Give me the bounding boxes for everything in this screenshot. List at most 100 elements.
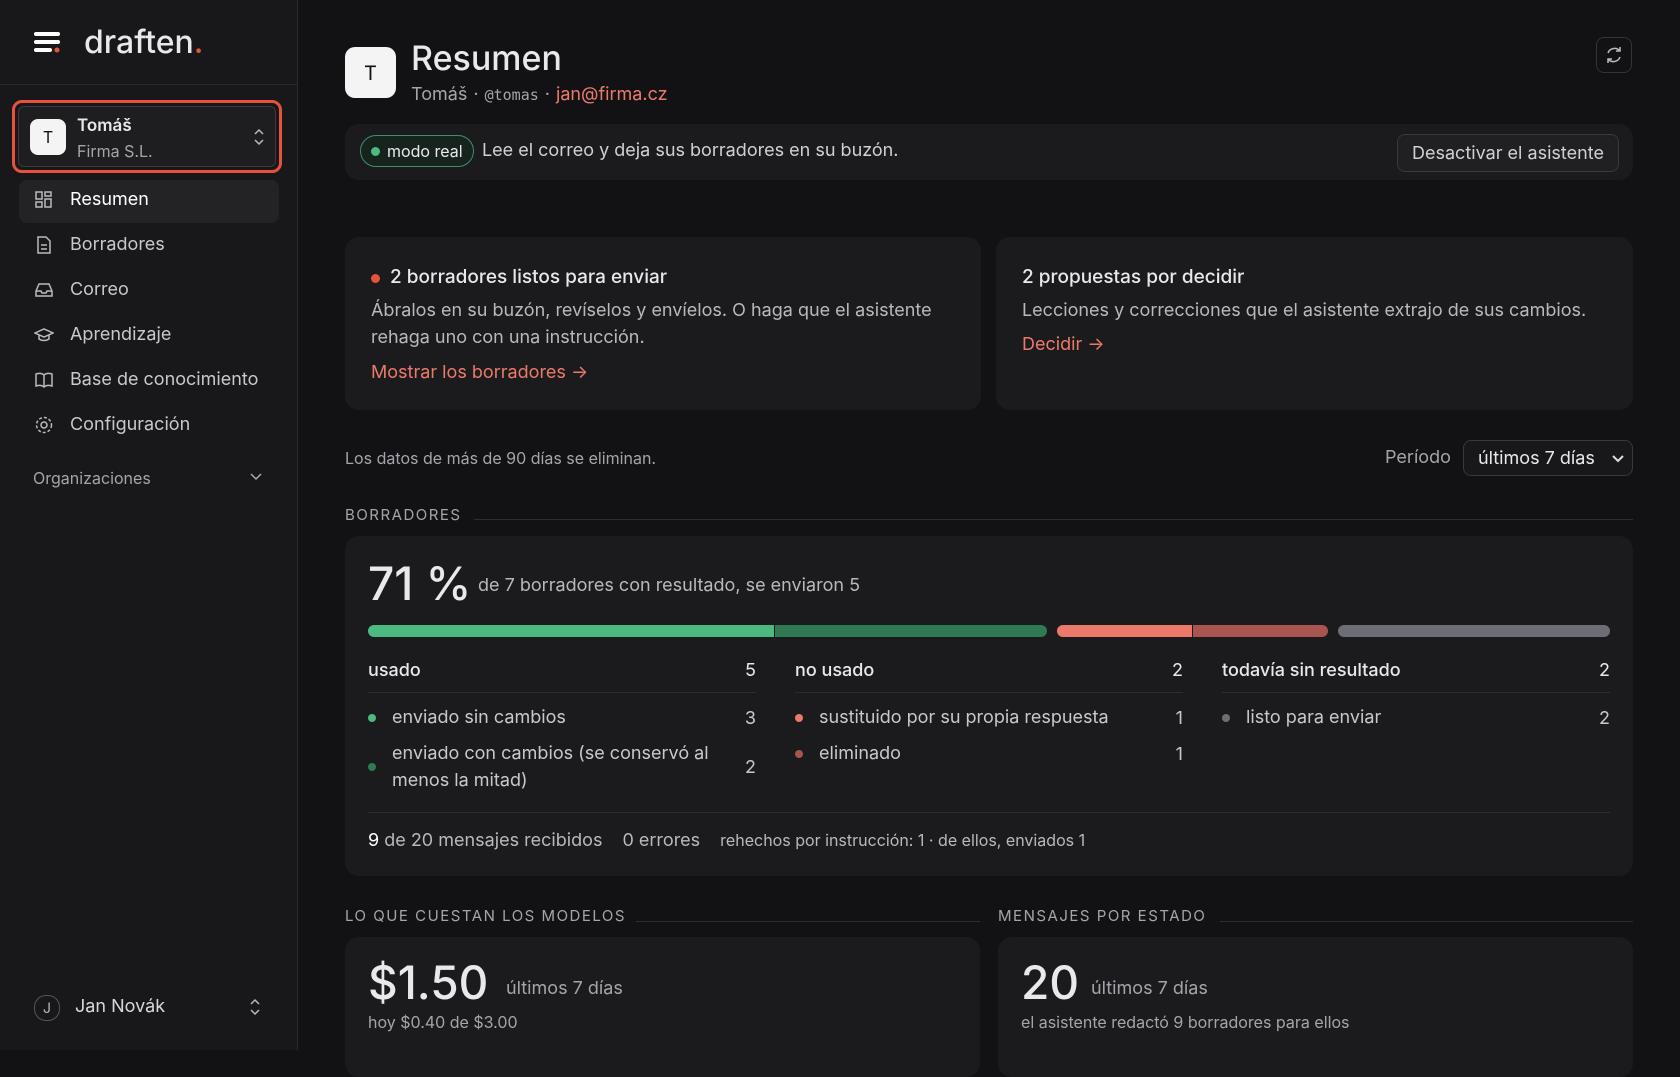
chevrons	[250, 998, 260, 1016]
section-line	[1220, 921, 1633, 922]
header-subtitle: Tomáš · @tomas · jan@firma.cz	[411, 84, 668, 105]
section-title: LO QUE CUESTAN LOS MODELOS	[345, 906, 627, 925]
item-dot	[368, 713, 376, 722]
errors: 0 errores	[622, 830, 701, 851]
refresh-button[interactable]	[1596, 37, 1632, 73]
user-avatar: J	[34, 995, 60, 1021]
account-avatar: T	[30, 119, 66, 155]
progress-segment	[368, 625, 775, 637]
group-total: 5	[745, 660, 756, 681]
group-total: 2	[1172, 660, 1183, 681]
sidebar: draften. T Tomáš Firma S.L. Resumen Borra…	[0, 0, 298, 1050]
header-name: Tomáš	[411, 84, 468, 105]
section-title: BORRADORES	[345, 505, 462, 524]
retention-note: Los datos de más de 90 días se eliminan.	[345, 448, 657, 468]
nav-item[interactable]: Base de conocimiento	[34, 369, 258, 390]
brand-dot: .	[193, 22, 204, 61]
nav-item[interactable]: Aprendizaje	[34, 324, 171, 345]
cost-amount: $1.50	[368, 955, 489, 1011]
card-text: Lecciones y correcciones que el asistent…	[1022, 300, 1587, 321]
cost-period: últimos 7 días	[506, 978, 623, 999]
received-count: 9	[368, 830, 380, 851]
user-name[interactable]: Jan Novák	[75, 996, 166, 1017]
nav-label: Aprendizaje	[70, 324, 172, 345]
account-switcher[interactable]: T Tomáš Firma S.L.	[12, 100, 282, 173]
messages-card: 20 últimos 7 días el asistente redactó 9…	[998, 937, 1633, 1077]
item-name: sustituido por su propia respuesta	[819, 707, 1109, 728]
organizations-toggle[interactable]: Organizaciones	[33, 468, 151, 488]
page-title: Resumen	[411, 38, 562, 79]
deactivate-button[interactable]: Desactivar el asistente	[1396, 134, 1619, 172]
header-avatar: T	[345, 47, 396, 98]
nav-label: Configuración	[70, 414, 191, 435]
group-name: no usado	[795, 660, 875, 681]
nav-label: Correo	[70, 279, 129, 300]
item-dot	[1222, 713, 1230, 722]
nav-item[interactable]: Configuración	[34, 414, 190, 435]
progress-segment	[1338, 625, 1610, 637]
divider	[368, 812, 1610, 813]
header-handle: @tomas	[484, 86, 539, 104]
group-line	[795, 692, 1183, 693]
used-percent: 71 %	[368, 556, 472, 612]
page: draften. T Tomáš Firma S.L. Resumen Borra…	[0, 0, 1633, 1050]
item-dot	[368, 763, 376, 771]
nav-label: Base de conocimiento	[70, 369, 259, 390]
item-name: enviado con cambios (se conservó al meno…	[392, 743, 709, 791]
nav-label: Borradores	[70, 234, 165, 255]
drafts-footer: 9 de 20 mensajes recibidos 0 errores reh…	[368, 830, 1085, 851]
menu-icon[interactable]	[34, 32, 60, 54]
redone: rehechos por instrucción: 1 · de ellos, …	[720, 830, 1086, 850]
account-name: Tomáš	[77, 116, 132, 136]
item-count: 2	[1599, 707, 1610, 729]
message-detail: el asistente redactó 9 borradores para e…	[1021, 1012, 1350, 1032]
nav-label: Resumen	[70, 189, 149, 210]
group-name: todavía sin resultado	[1222, 660, 1401, 681]
chevrons	[254, 128, 264, 146]
received-text: de 20 mensajes recibidos	[384, 830, 603, 851]
group-line	[368, 692, 756, 693]
drafts-card: 71 % de 7 borradores con resultado, se e…	[345, 536, 1633, 876]
nav-icon	[35, 282, 53, 297]
item-count: 1	[1175, 743, 1183, 765]
drafts-ready-card: 2 borradores listos para enviar Ábralos …	[345, 237, 981, 410]
brand: draften.	[84, 22, 204, 61]
divider	[0, 84, 297, 85]
group-name: usado	[368, 660, 421, 681]
nav-icon	[34, 327, 54, 341]
separator: ·	[544, 84, 550, 105]
group-line	[1222, 692, 1610, 693]
nav-icon	[35, 190, 52, 208]
separator: ·	[473, 84, 479, 105]
progress-segment	[1056, 625, 1192, 637]
item-count: 2	[745, 757, 756, 778]
section-title: MENSAJES POR ESTADO	[998, 906, 1207, 925]
status-bar: modo real Lee el correo y deja sus borra…	[345, 124, 1633, 180]
nav-item[interactable]: Correo	[34, 279, 129, 300]
badge-text: modo real	[387, 141, 463, 161]
proposals-card: 2 propuestas por decidir Lecciones y cor…	[996, 237, 1633, 410]
item-name: listo para enviar	[1246, 707, 1382, 728]
period-select[interactable]: últimos 7 días	[1463, 440, 1633, 476]
chevron	[250, 473, 262, 481]
period-label: Período	[1385, 447, 1451, 468]
nav-active-bg	[19, 180, 279, 223]
nav-icon	[37, 235, 51, 254]
item-count: 3	[744, 707, 756, 729]
account-org: Firma S.L.	[77, 141, 153, 161]
section-line	[636, 921, 980, 922]
card-link[interactable]: Decidir →	[1022, 334, 1105, 355]
message-period: últimos 7 días	[1091, 978, 1208, 999]
card-link[interactable]: Mostrar los borradores →	[371, 362, 589, 383]
group-total: 2	[1599, 660, 1610, 681]
nav-icon	[35, 416, 53, 433]
nav-item[interactable]: Resumen	[34, 189, 149, 210]
progress-segment	[1192, 625, 1329, 637]
card-text: Ábralos en su buzón, revíselos y envíelo…	[371, 300, 932, 348]
header-email[interactable]: jan@firma.cz	[555, 84, 668, 105]
brand-name: draften	[84, 22, 194, 61]
nav-item[interactable]: Borradores	[34, 234, 165, 255]
item-name: eliminado	[819, 743, 901, 764]
item-name: enviado sin cambios	[392, 707, 566, 728]
mode-badge: modo real	[360, 135, 474, 167]
